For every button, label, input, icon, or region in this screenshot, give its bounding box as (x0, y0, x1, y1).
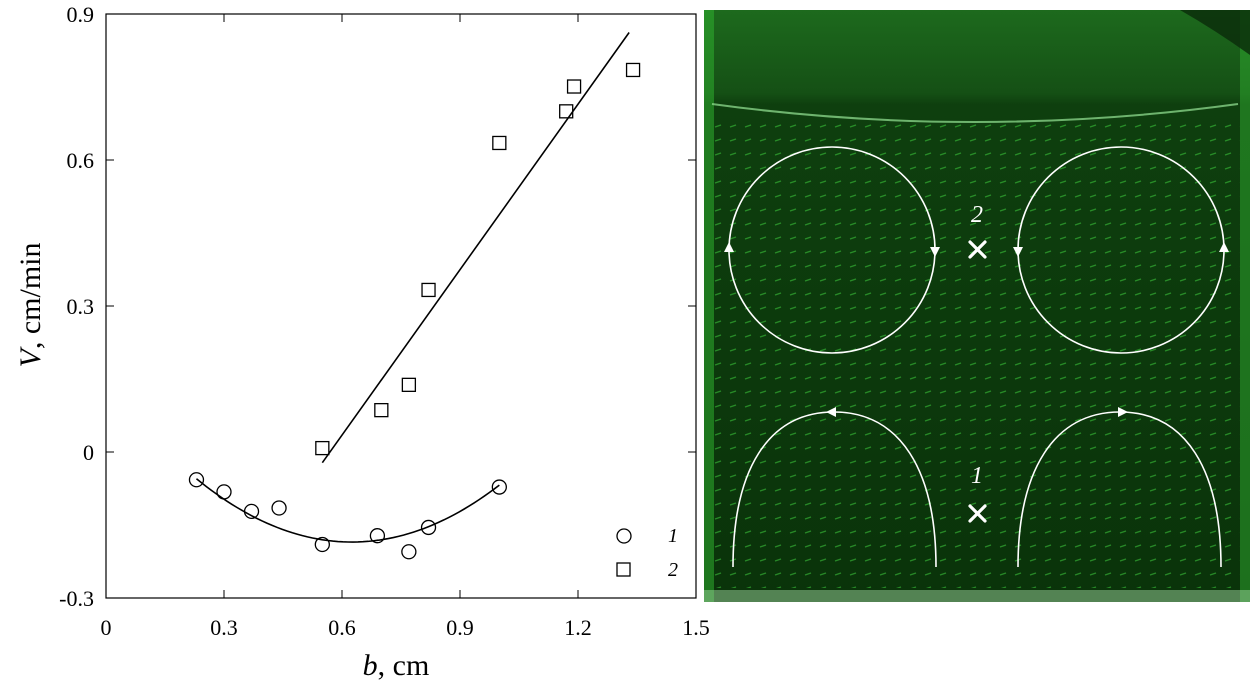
x-tick-label: 1.5 (682, 615, 710, 640)
point-series-2 (625, 62, 641, 78)
arrowhead-lower-right (1118, 407, 1128, 417)
fit-lines (195, 32, 630, 543)
point-series-1 (271, 500, 287, 516)
point-series-2 (315, 440, 330, 456)
point-series-1 (491, 479, 507, 495)
x-tick-label: 1.2 (564, 615, 592, 640)
y-tick-label: 0.6 (67, 148, 95, 173)
legend: 1 2 (616, 525, 678, 581)
y-tick-label: -0.3 (59, 586, 94, 611)
cross-marker-2 (968, 240, 987, 259)
scatter-chart: 0 0.3 0.6 0.9 1.2 1.5 -0.3 0 0.3 0.6 0.9 b, cm V,… (14, 2, 710, 682)
arrowhead-lower-left (826, 407, 836, 417)
point-series-2 (421, 282, 436, 298)
legend-marker-1 (616, 528, 632, 544)
y-axis-label: V, cm/min (14, 243, 47, 368)
point-series-1 (420, 519, 437, 536)
point-series-1 (216, 484, 232, 500)
piv-photo: 2 1 (704, 10, 1250, 602)
x-tick-label: 0 (101, 615, 112, 640)
point-series-2 (374, 402, 389, 418)
point-series-2 (566, 79, 582, 94)
point-series-1 (188, 472, 205, 488)
y-axis-ticks: -0.3 0 0.3 0.6 0.9 (59, 2, 696, 611)
point-series-2 (492, 135, 507, 151)
arrowhead-upper-right-down (1013, 247, 1023, 257)
point-series-1 (401, 544, 417, 560)
photo-glow-left (704, 10, 714, 602)
photo-glow-right (1240, 10, 1250, 602)
arrowhead-upper-right-up (1219, 242, 1229, 252)
legend-label-2: 2 (668, 559, 678, 581)
point-series-1 (314, 536, 330, 553)
cross-marker-1 (968, 504, 987, 523)
marker-label-1: 1 (971, 463, 983, 489)
velocity-vector-field (712, 120, 1240, 588)
data-points (188, 62, 641, 560)
arrowhead-upper-left-down (930, 247, 940, 257)
y-tick-label: 0.9 (67, 2, 95, 27)
arrowhead-upper-left-up (724, 242, 734, 252)
x-tick-label: 0.9 (446, 615, 474, 640)
point-series-1 (243, 503, 260, 520)
point-series-2 (401, 377, 417, 392)
corner-shadow (1180, 10, 1250, 55)
y-tick-label: 0.3 (67, 294, 95, 319)
marker-label-2: 2 (971, 202, 983, 228)
x-axis-ticks: 0 0.3 0.6 0.9 1.2 1.5 (101, 14, 710, 640)
plot-frame (105, 13, 697, 599)
fit-line-series-2 (321, 32, 630, 464)
x-tick-label: 0.6 (328, 615, 356, 640)
legend-marker-2 (616, 562, 631, 577)
fit-line-series-1 (195, 478, 500, 543)
y-tick-label: 0 (83, 440, 94, 465)
legend-label-1: 1 (668, 525, 678, 547)
x-axis-label: b, cm (363, 649, 430, 682)
point-series-1 (369, 528, 386, 544)
point-series-2 (559, 104, 574, 119)
x-tick-label: 0.3 (210, 615, 238, 640)
photo-bottom-edge (704, 590, 1250, 602)
